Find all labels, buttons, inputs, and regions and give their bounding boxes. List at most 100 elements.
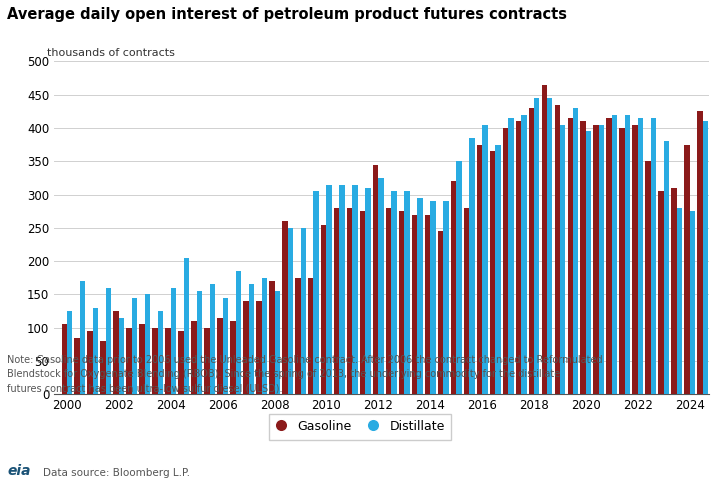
Bar xyxy=(119,318,125,394)
Bar xyxy=(632,124,638,394)
Bar xyxy=(392,191,397,394)
Bar xyxy=(334,208,339,394)
Bar xyxy=(586,131,591,394)
Bar xyxy=(645,161,651,394)
Bar xyxy=(438,231,444,394)
Bar xyxy=(619,128,625,394)
Text: Note: Gasoline data prior to 2006 used the Unleaded Gasoline contract. After 200: Note: Gasoline data prior to 2006 used t… xyxy=(7,355,603,393)
Bar xyxy=(625,115,630,394)
Bar xyxy=(274,291,280,394)
Bar xyxy=(261,278,267,394)
Bar xyxy=(80,281,86,394)
Text: thousands of contracts: thousands of contracts xyxy=(48,48,176,58)
Bar xyxy=(684,145,690,394)
Bar xyxy=(451,181,456,394)
Bar xyxy=(87,331,93,394)
Bar xyxy=(360,211,365,394)
Bar xyxy=(593,124,599,394)
Bar xyxy=(516,121,521,394)
Bar xyxy=(114,311,119,394)
Bar xyxy=(313,191,319,394)
Bar xyxy=(580,121,586,394)
Bar xyxy=(352,185,358,394)
Bar xyxy=(425,215,431,394)
Bar xyxy=(365,188,371,394)
Bar xyxy=(503,128,508,394)
Bar xyxy=(256,301,261,394)
Bar xyxy=(61,324,67,394)
Legend: Gasoline, Distillate: Gasoline, Distillate xyxy=(269,414,451,440)
Bar xyxy=(490,151,495,394)
Bar xyxy=(184,258,189,394)
Bar xyxy=(418,198,423,394)
Bar xyxy=(171,288,176,394)
Bar xyxy=(412,215,418,394)
Bar xyxy=(386,208,392,394)
Bar xyxy=(269,281,274,394)
Bar xyxy=(664,141,669,394)
Bar xyxy=(599,124,604,394)
Bar xyxy=(677,208,683,394)
Bar xyxy=(235,271,241,394)
Bar xyxy=(658,191,664,394)
Bar xyxy=(140,324,145,394)
Bar xyxy=(158,311,163,394)
Bar xyxy=(521,115,526,394)
Text: eia: eia xyxy=(7,464,31,478)
Bar xyxy=(495,145,500,394)
Bar xyxy=(339,185,345,394)
Bar xyxy=(282,221,287,394)
Bar xyxy=(606,118,612,394)
Bar xyxy=(378,178,384,394)
Bar xyxy=(197,291,202,394)
Bar xyxy=(145,294,150,394)
Bar xyxy=(243,301,248,394)
Bar xyxy=(456,161,462,394)
Bar xyxy=(295,278,300,394)
Bar xyxy=(651,118,656,394)
Bar xyxy=(127,328,132,394)
Bar xyxy=(132,298,138,394)
Bar xyxy=(230,321,235,394)
Bar xyxy=(697,111,703,394)
Bar xyxy=(74,338,80,394)
Bar xyxy=(547,98,552,394)
Bar xyxy=(477,145,482,394)
Bar xyxy=(405,191,410,394)
Bar xyxy=(153,328,158,394)
Bar xyxy=(464,208,469,394)
Bar xyxy=(166,328,171,394)
Bar xyxy=(248,285,254,394)
Bar xyxy=(638,118,643,394)
Bar xyxy=(541,85,547,394)
Bar xyxy=(690,211,696,394)
Bar xyxy=(534,98,539,394)
Bar xyxy=(347,208,352,394)
Bar xyxy=(567,118,573,394)
Bar xyxy=(222,298,228,394)
Bar xyxy=(321,224,326,394)
Bar xyxy=(204,328,210,394)
Bar xyxy=(469,138,474,394)
Bar xyxy=(612,115,617,394)
Bar xyxy=(179,331,184,394)
Bar xyxy=(528,108,534,394)
Bar xyxy=(210,285,215,394)
Bar xyxy=(508,118,513,394)
Bar xyxy=(671,188,677,394)
Bar xyxy=(431,201,436,394)
Text: Average daily open interest of petroleum product futures contracts: Average daily open interest of petroleum… xyxy=(7,7,567,23)
Bar xyxy=(554,104,560,394)
Bar xyxy=(192,321,197,394)
Bar xyxy=(287,228,293,394)
Bar xyxy=(373,165,378,394)
Bar xyxy=(482,124,487,394)
Bar xyxy=(217,318,222,394)
Bar xyxy=(573,108,578,394)
Bar xyxy=(703,121,708,394)
Bar xyxy=(67,311,73,394)
Bar xyxy=(326,185,332,394)
Bar xyxy=(399,211,405,394)
Bar xyxy=(300,228,306,394)
Text: Data source: Bloomberg L.P.: Data source: Bloomberg L.P. xyxy=(43,468,190,478)
